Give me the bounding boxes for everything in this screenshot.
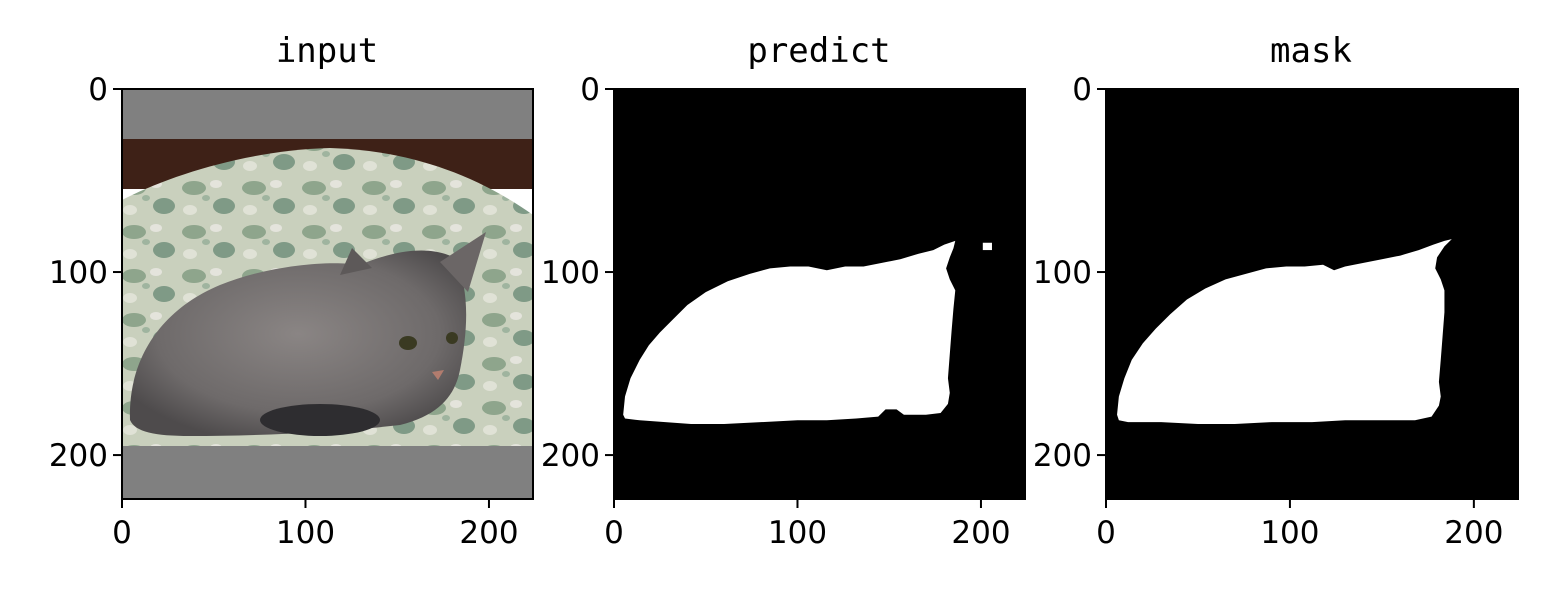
y-tick-label: 0 — [88, 72, 108, 108]
y-tick-label: 100 — [49, 255, 108, 291]
x-tick-label: 0 — [112, 515, 132, 551]
y-tick-label: 0 — [580, 72, 600, 108]
axes-frame — [1105, 88, 1519, 500]
panel-mask: mask — [1106, 31, 1518, 499]
x-tick-label: 0 — [604, 515, 624, 551]
panel-title-mask: mask — [1270, 31, 1352, 71]
y-tick-label: 200 — [49, 438, 108, 474]
y-tick-label: 200 — [1033, 438, 1092, 474]
groundtruth-mask — [1117, 239, 1452, 424]
y-tick-label: 100 — [1033, 255, 1092, 291]
padding-top — [122, 89, 533, 139]
x-tick-label: 100 — [768, 515, 827, 551]
cat-ear-left — [340, 248, 372, 275]
panel-title-predict: predict — [747, 31, 890, 71]
x-tick-label: 0 — [1096, 515, 1116, 551]
predict-mask — [623, 240, 992, 424]
cat-body — [129, 250, 467, 436]
cat-tail — [260, 404, 380, 436]
y-tick-label: 100 — [541, 255, 600, 291]
cat-eye-2 — [446, 332, 458, 344]
input-image — [122, 89, 533, 499]
x-tick-label: 100 — [1260, 515, 1319, 551]
y-tick-label: 200 — [541, 438, 600, 474]
x-tick-label: 200 — [1444, 515, 1503, 551]
axis-ticks: 0 100 200 0 100 200 0 100 200 0 100 200 0 100 200 0 100 2… — [49, 72, 1519, 551]
panel-input: input — [121, 31, 534, 500]
cat-nose — [432, 370, 444, 380]
axes-frame — [613, 88, 1026, 500]
x-tick-label: 200 — [951, 515, 1010, 551]
cat-eye — [399, 336, 417, 350]
padding-bottom — [122, 446, 533, 499]
x-tick-label: 200 — [459, 515, 518, 551]
y-tick-label: 0 — [1072, 72, 1092, 108]
x-tick-label: 100 — [276, 515, 335, 551]
mask-region — [623, 240, 956, 424]
panel-title-input: input — [276, 31, 378, 71]
axes-frame-input — [121, 88, 534, 500]
mask-region — [1117, 239, 1452, 424]
cat-ear-right — [440, 232, 486, 292]
mask-island — [982, 242, 992, 251]
panel-predict: predict — [614, 31, 1025, 499]
